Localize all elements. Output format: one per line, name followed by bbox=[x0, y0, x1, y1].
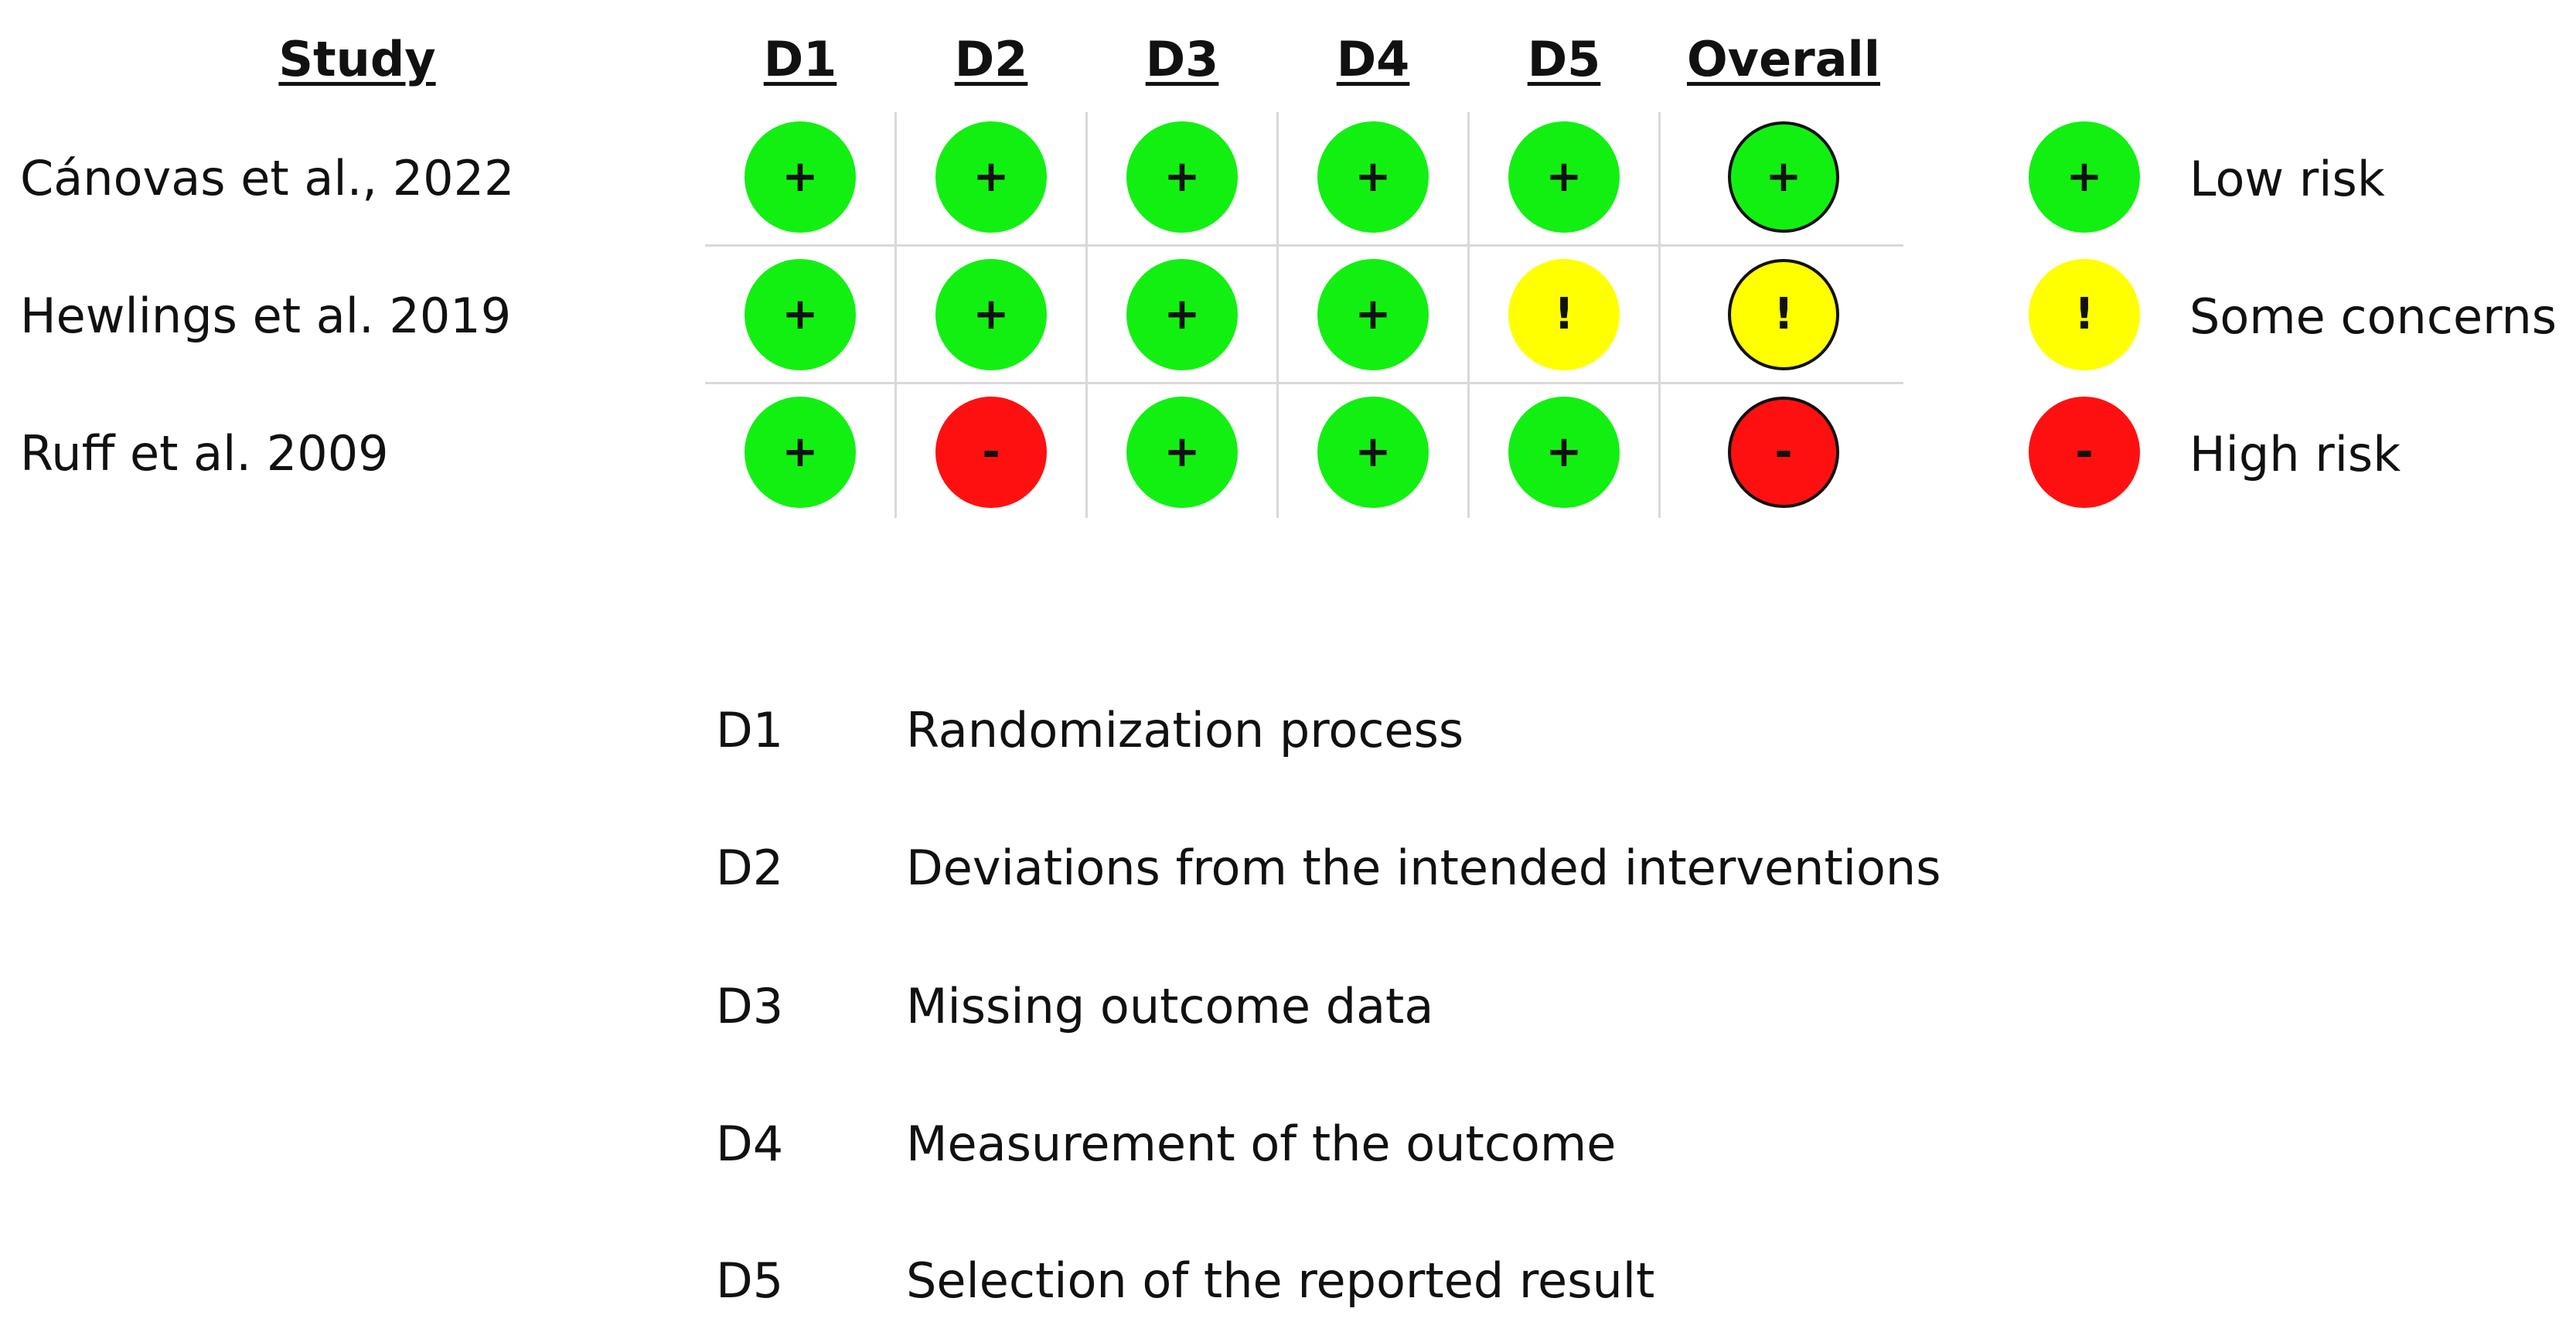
judgement-dot: ! bbox=[1508, 259, 1620, 370]
judgement-dot: + bbox=[745, 397, 856, 508]
legend-low-risk-dot: + bbox=[2029, 121, 2140, 233]
judgement-dot: + bbox=[1317, 397, 1429, 508]
header-overall: Overall bbox=[1686, 31, 1881, 87]
domain-key-code-d3: D3 bbox=[716, 978, 784, 1034]
study-label-hewlings: Hewlings et al. 2019 bbox=[20, 288, 512, 344]
judgement-dot: + bbox=[1317, 121, 1429, 233]
header-d5: D5 bbox=[1527, 31, 1601, 87]
domain-key-desc-d2: Deviations from the intended interventio… bbox=[906, 840, 1941, 896]
judgement-dot: + bbox=[935, 121, 1047, 233]
domain-key-desc-d3: Missing outcome data bbox=[906, 978, 1434, 1034]
grid-row-divider bbox=[705, 244, 1903, 247]
grid-column-divider bbox=[1085, 112, 1088, 518]
judgement-dot: + bbox=[1317, 259, 1429, 370]
overall-judgement-dot: ! bbox=[1728, 259, 1839, 370]
judgement-dot: + bbox=[935, 259, 1047, 370]
domain-key-desc-d5: Selection of the reported result bbox=[906, 1252, 1655, 1309]
judgement-dot: + bbox=[1126, 121, 1238, 233]
grid-column-divider bbox=[894, 112, 897, 518]
judgement-dot: + bbox=[745, 121, 856, 233]
overall-judgement-dot: + bbox=[1728, 121, 1839, 233]
header-d3: D3 bbox=[1145, 31, 1219, 87]
grid-column-divider bbox=[1276, 112, 1279, 518]
judgement-dot: + bbox=[745, 259, 856, 370]
grid-column-divider bbox=[1467, 112, 1470, 518]
judgement-dot: - bbox=[935, 397, 1047, 508]
domain-key-code-d1: D1 bbox=[716, 702, 784, 758]
domain-key-code-d4: D4 bbox=[716, 1116, 784, 1172]
legend-low-risk-label: Low risk bbox=[2189, 151, 2385, 207]
domain-key-code-d5: D5 bbox=[716, 1252, 784, 1309]
domain-key-desc-d1: Randomization process bbox=[906, 702, 1464, 758]
judgement-dot: + bbox=[1126, 259, 1238, 370]
domain-key-desc-d4: Measurement of the outcome bbox=[906, 1116, 1617, 1172]
domain-key-code-d2: D2 bbox=[716, 840, 784, 896]
header-d2: D2 bbox=[954, 31, 1028, 87]
legend-high-risk-label: High risk bbox=[2189, 426, 2401, 482]
judgement-dot: + bbox=[1126, 397, 1238, 508]
judgement-dot: + bbox=[1508, 397, 1620, 508]
legend-some-concerns-dot: ! bbox=[2029, 259, 2140, 370]
study-label-ruff: Ruff et al. 2009 bbox=[20, 425, 389, 482]
legend-high-risk-dot: - bbox=[2029, 397, 2140, 508]
legend-some-concerns-label: Some concerns bbox=[2189, 288, 2557, 345]
header-d1: D1 bbox=[763, 31, 837, 87]
header-study: Study bbox=[278, 31, 436, 87]
study-label-canovas: Cánovas et al., 2022 bbox=[20, 150, 515, 206]
grid-row-divider bbox=[705, 382, 1903, 384]
header-d4: D4 bbox=[1336, 31, 1410, 87]
grid-column-divider bbox=[1658, 112, 1661, 518]
judgement-dot: + bbox=[1508, 121, 1620, 233]
overall-judgement-dot: - bbox=[1728, 397, 1839, 508]
